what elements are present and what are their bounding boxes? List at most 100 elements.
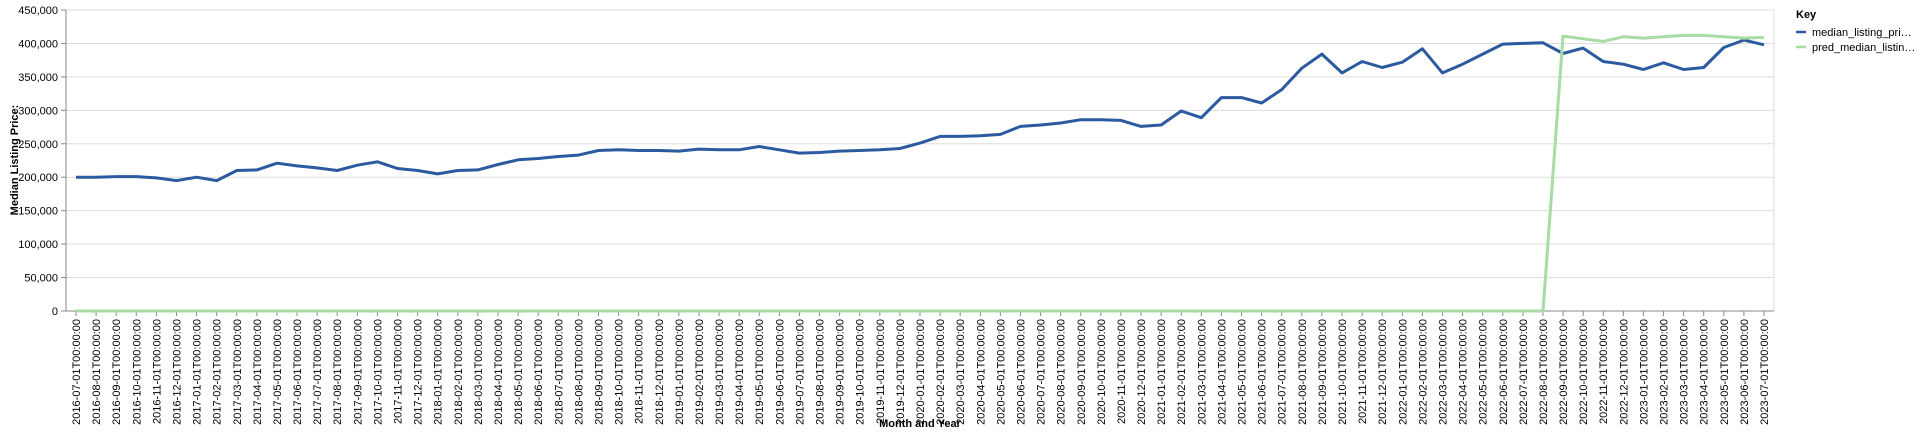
x-tick-label: 2020-04-01T00:00:00: [975, 319, 987, 425]
legend-label: median_listing_pri…: [1812, 27, 1912, 39]
x-tick-label: 2020-05-01T00:00:00: [995, 319, 1007, 425]
x-tick-label: 2018-08-01T00:00:00: [573, 319, 585, 425]
line-series: [76, 33, 1765, 313]
x-tick-label: 2019-02-01T00:00:00: [694, 319, 706, 425]
x-tick-label: 2021-08-01T00:00:00: [1297, 319, 1309, 425]
y-tick-label: 400,000: [18, 38, 58, 50]
x-tick-label: 2019-01-01T00:00:00: [674, 319, 686, 425]
x-tick-label: 2017-11-01T00:00:00: [393, 319, 405, 424]
y-tick-label: 200,000: [18, 172, 58, 184]
x-tick-label: 2021-04-01T00:00:00: [1216, 319, 1228, 425]
x-tick-label: 2020-01-01T00:00:00: [915, 319, 927, 425]
x-tick-label: 2020-12-01T00:00:00: [1136, 319, 1148, 425]
x-tick-label: 2017-02-01T00:00:00: [212, 319, 224, 425]
x-tick-label: 2016-09-01T00:00:00: [111, 319, 123, 425]
y-tick-label: 50,000: [24, 273, 58, 285]
x-tick-label: 2019-06-01T00:00:00: [774, 319, 786, 425]
x-tick-label: 2020-11-01T00:00:00: [1116, 319, 1128, 424]
x-tick-label: 2022-05-01T00:00:00: [1478, 319, 1490, 425]
x-tick-label: 2018-07-01T00:00:00: [553, 319, 565, 425]
x-tick-label: 2022-03-01T00:00:00: [1437, 319, 1449, 425]
x-tick-label: 2016-07-01T00:00:00: [71, 319, 83, 425]
x-tick-label: 2022-12-01T00:00:00: [1618, 319, 1630, 425]
y-axis-title: Median Listing Price:: [9, 105, 21, 216]
x-tick-label: 2020-10-01T00:00:00: [1096, 319, 1108, 425]
x-tick-label: 2019-03-01T00:00:00: [714, 319, 726, 425]
x-tick-label: 2017-04-01T00:00:00: [252, 319, 264, 425]
legend-title: Key: [1796, 9, 1817, 21]
x-tick-label: 2019-10-01T00:00:00: [855, 319, 867, 425]
x-tick-label: 2018-03-01T00:00:00: [473, 319, 485, 425]
y-tick-label: 100,000: [18, 239, 58, 251]
x-tick-label: 2022-02-01T00:00:00: [1417, 319, 1429, 425]
x-tick-label: 2018-06-01T00:00:00: [533, 319, 545, 425]
x-tick-label: 2021-05-01T00:00:00: [1237, 319, 1249, 425]
x-tick-label: 2022-06-01T00:00:00: [1498, 319, 1510, 425]
x-tick-label: 2021-11-01T00:00:00: [1357, 319, 1369, 424]
x-tick-label: 2019-11-01T00:00:00: [875, 319, 887, 424]
x-tick-label: 2017-01-01T00:00:00: [192, 319, 204, 425]
x-tick-label: 2018-02-01T00:00:00: [453, 319, 465, 425]
x-tick-label: 2020-02-01T00:00:00: [935, 319, 947, 425]
x-tick-label: 2023-02-01T00:00:00: [1659, 319, 1671, 425]
y-tick-label: 250,000: [18, 139, 58, 151]
x-tick-label: 2022-08-01T00:00:00: [1538, 319, 1550, 425]
line-series: [76, 38, 1765, 183]
x-tick-label: 2023-05-01T00:00:00: [1719, 319, 1731, 425]
x-tick-label: 2016-10-01T00:00:00: [131, 319, 143, 425]
x-tick-label: 2017-03-01T00:00:00: [232, 319, 244, 425]
x-tick-label: 2021-10-01T00:00:00: [1337, 319, 1349, 425]
x-tick-label: 2019-12-01T00:00:00: [895, 319, 907, 425]
x-tick-label: 2021-01-01T00:00:00: [1156, 319, 1168, 425]
x-tick-label: 2016-12-01T00:00:00: [171, 319, 183, 425]
x-tick-label: 2019-04-01T00:00:00: [734, 319, 746, 425]
x-tick-label: 2017-05-01T00:00:00: [272, 319, 284, 425]
x-tick-label: 2016-11-01T00:00:00: [151, 319, 163, 424]
x-tick-label: 2018-04-01T00:00:00: [493, 319, 505, 425]
y-tick-label: 450,000: [18, 5, 58, 17]
x-tick-label: 2022-10-01T00:00:00: [1578, 319, 1590, 425]
x-tick-label: 2023-04-01T00:00:00: [1699, 319, 1711, 425]
x-tick-label: 2018-05-01T00:00:00: [513, 319, 525, 425]
x-tick-label: 2021-03-01T00:00:00: [1196, 319, 1208, 425]
x-tick-label: 2019-08-01T00:00:00: [815, 319, 827, 425]
x-tick-label: 2018-10-01T00:00:00: [614, 319, 626, 425]
x-tick-label: 2022-01-01T00:00:00: [1397, 319, 1409, 425]
x-tick-label: 2020-09-01T00:00:00: [1076, 319, 1088, 425]
x-tick-label: 2022-09-01T00:00:00: [1558, 319, 1570, 425]
x-tick-label: 2018-01-01T00:00:00: [433, 319, 445, 425]
y-tick-label: 150,000: [18, 206, 58, 218]
x-tick-label: 2018-09-01T00:00:00: [593, 319, 605, 425]
x-tick-label: 2017-12-01T00:00:00: [413, 319, 425, 425]
x-tick-label: 2017-08-01T00:00:00: [332, 319, 344, 425]
x-tick-label: 2021-12-01T00:00:00: [1377, 319, 1389, 425]
x-tick-label: 2021-09-01T00:00:00: [1317, 319, 1329, 425]
x-tick-label: 2021-02-01T00:00:00: [1176, 319, 1188, 425]
x-axis-title: Month and Year: [879, 418, 961, 430]
y-tick-label: 0: [52, 306, 58, 318]
x-tick-label: 2019-05-01T00:00:00: [754, 319, 766, 425]
x-tick-label: 2019-09-01T00:00:00: [835, 319, 847, 425]
x-tick-label: 2019-07-01T00:00:00: [794, 319, 806, 425]
x-tick-label: 2020-06-01T00:00:00: [1015, 319, 1027, 425]
x-tick-label: 2021-06-01T00:00:00: [1257, 319, 1269, 425]
x-tick-label: 2017-10-01T00:00:00: [372, 319, 384, 425]
x-tick-label: 2018-12-01T00:00:00: [654, 319, 666, 425]
x-tick-label: 2023-03-01T00:00:00: [1679, 319, 1691, 425]
x-tick-label: 2017-09-01T00:00:00: [352, 319, 364, 425]
y-tick-label: 300,000: [18, 105, 58, 117]
x-tick-label: 2021-07-01T00:00:00: [1277, 319, 1289, 425]
x-tick-label: 2017-06-01T00:00:00: [292, 319, 304, 425]
legend-label: pred_median_listin…: [1812, 42, 1915, 54]
y-tick-label: 350,000: [18, 72, 58, 84]
x-tick-label: 2022-04-01T00:00:00: [1458, 319, 1470, 425]
x-tick-label: 2022-07-01T00:00:00: [1518, 319, 1530, 425]
x-tick-label: 2023-07-01T00:00:00: [1759, 319, 1771, 425]
x-tick-label: 2018-11-01T00:00:00: [634, 319, 646, 424]
x-tick-label: 2017-07-01T00:00:00: [312, 319, 324, 425]
x-tick-label: 2020-08-01T00:00:00: [1056, 319, 1068, 425]
x-tick-label: 2023-01-01T00:00:00: [1638, 319, 1650, 425]
x-tick-label: 2022-11-01T00:00:00: [1598, 319, 1610, 424]
x-tick-label: 2020-03-01T00:00:00: [955, 319, 967, 425]
